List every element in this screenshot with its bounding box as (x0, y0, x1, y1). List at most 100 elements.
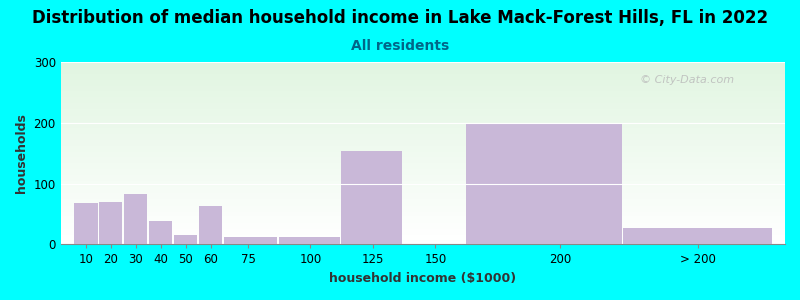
Bar (61, 134, 785, 135)
Bar (61, 91, 785, 92)
Bar (61, 63, 785, 64)
Bar (61, 236, 785, 237)
Bar (61, 67, 785, 68)
Bar (98, 202, 122, 244)
Bar (61, 201, 785, 202)
Bar (61, 154, 785, 156)
Bar (61, 113, 785, 114)
Bar (61, 111, 785, 112)
Bar (61, 92, 785, 94)
Bar (61, 114, 785, 116)
Bar (61, 68, 785, 69)
Bar (61, 119, 785, 120)
Bar (61, 168, 785, 169)
Bar (61, 237, 785, 238)
Bar (61, 145, 785, 146)
Bar (61, 156, 785, 157)
Bar (198, 206, 222, 244)
Bar (61, 98, 785, 100)
Bar (61, 203, 785, 204)
Bar (61, 231, 785, 232)
Bar (61, 86, 785, 88)
Bar (61, 178, 785, 179)
Bar (61, 139, 785, 140)
Bar (61, 70, 785, 72)
Bar (278, 237, 340, 244)
Bar (61, 106, 785, 107)
Bar (61, 130, 785, 131)
Bar (224, 237, 278, 244)
Bar (61, 76, 785, 78)
Bar (623, 228, 772, 244)
Bar (61, 152, 785, 153)
Bar (61, 100, 785, 101)
Bar (61, 202, 785, 203)
Bar (61, 171, 785, 173)
Bar (61, 143, 785, 145)
Bar (61, 226, 785, 227)
Bar (61, 182, 785, 184)
Bar (61, 72, 785, 73)
Bar (61, 213, 785, 214)
Bar (61, 196, 785, 197)
X-axis label: household income ($1000): household income ($1000) (330, 272, 516, 285)
Bar (61, 243, 785, 244)
Bar (61, 120, 785, 122)
Bar (61, 214, 785, 215)
Bar (61, 127, 785, 128)
Bar (61, 117, 785, 118)
Bar (61, 216, 785, 218)
Bar (124, 194, 147, 244)
Bar (61, 173, 785, 174)
Bar (61, 107, 785, 108)
Bar (61, 150, 785, 151)
Bar (61, 162, 785, 163)
Bar (174, 235, 198, 244)
Bar (61, 193, 785, 195)
Bar (61, 108, 785, 110)
Bar (61, 206, 785, 207)
Bar (61, 125, 785, 127)
Bar (61, 210, 785, 211)
Bar (61, 66, 785, 67)
Bar (61, 128, 785, 129)
Bar (61, 146, 785, 147)
Bar (61, 158, 785, 159)
Bar (61, 85, 785, 86)
Bar (341, 152, 402, 244)
Bar (61, 230, 785, 231)
Bar (61, 220, 785, 221)
Bar (61, 96, 785, 97)
Bar (61, 175, 785, 176)
Text: © City-Data.com: © City-Data.com (640, 75, 734, 85)
Bar (61, 110, 785, 111)
Text: Distribution of median household income in Lake Mack-Forest Hills, FL in 2022: Distribution of median household income … (32, 9, 768, 27)
Bar (61, 140, 785, 141)
Bar (61, 97, 785, 98)
Bar (61, 95, 785, 96)
Bar (61, 195, 785, 196)
Bar (61, 160, 785, 162)
Bar (61, 165, 785, 166)
Bar (61, 233, 785, 235)
Bar (61, 179, 785, 180)
Bar (61, 176, 785, 178)
Bar (61, 232, 785, 233)
Bar (61, 64, 785, 66)
Bar (61, 141, 785, 142)
Bar (61, 78, 785, 79)
Bar (61, 131, 785, 133)
Bar (149, 221, 173, 244)
Bar (61, 147, 785, 148)
Bar (61, 129, 785, 130)
Bar (61, 133, 785, 134)
Bar (61, 224, 785, 225)
Bar (61, 208, 785, 209)
Bar (61, 80, 785, 82)
Bar (61, 204, 785, 206)
Bar (61, 192, 785, 193)
Bar (61, 200, 785, 201)
Bar (61, 197, 785, 198)
Bar (61, 118, 785, 119)
Bar (61, 187, 785, 188)
